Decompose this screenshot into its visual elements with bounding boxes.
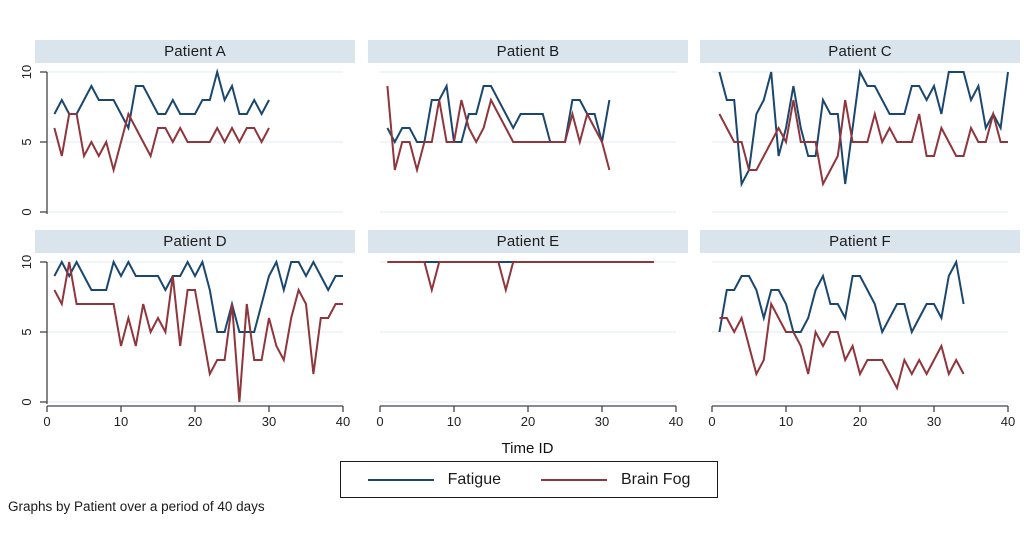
brain-fog-line xyxy=(53,111,270,174)
x-tick-label: 0 xyxy=(708,414,715,429)
x-tick-label: 10 xyxy=(779,414,793,429)
legend-label-brain-fog: Brain Fog xyxy=(621,470,691,488)
x-tick-label: 0 xyxy=(43,414,50,429)
panel-title-patient-f: Patient F xyxy=(700,230,1020,253)
plot-patient-a: 0 5 10 xyxy=(19,65,343,216)
x-tick-label: 20 xyxy=(188,414,202,429)
legend: Fatigue Brain Fog xyxy=(340,461,718,498)
panel-patient-e: Patient E 0 10 20 30 40 xyxy=(368,230,688,429)
x-tick-label: 40 xyxy=(1001,414,1015,429)
y-tick-label: 5 xyxy=(19,138,34,145)
panel-patient-a: Patient A 0 5 10 xyxy=(19,40,355,216)
x-tick-label: 40 xyxy=(669,414,683,429)
brain-fog-line xyxy=(719,300,965,391)
panel-patient-c: Patient C xyxy=(700,40,1020,216)
panel-patient-b: Patient B xyxy=(368,40,688,216)
panel-title-patient-a: Patient A xyxy=(35,40,355,63)
x-tick-label: 10 xyxy=(114,414,128,429)
panel-patient-f: Patient F 0 10 20 30 40 xyxy=(700,230,1020,429)
x-tick-label: 20 xyxy=(521,414,535,429)
panel-title-patient-c: Patient C xyxy=(700,40,1020,63)
legend-item-brain-fog: Brain Fog xyxy=(541,471,690,489)
x-tick-label: 10 xyxy=(447,414,461,429)
figure-caption: Graphs by Patient over a period of 40 da… xyxy=(8,499,265,514)
brain-fog-line xyxy=(718,99,1008,188)
plot-patient-c xyxy=(712,68,1009,213)
fatigue-line-sample xyxy=(367,478,434,481)
panel-title-patient-d: Patient D xyxy=(35,230,355,253)
y-tick-label: 0 xyxy=(19,208,34,215)
fatigue-line xyxy=(53,259,343,333)
legend-item-fatigue: Fatigue xyxy=(367,470,501,489)
x-axis-title: Time ID xyxy=(501,440,554,457)
x-tick-label: 20 xyxy=(853,414,867,429)
x-tick-label: 30 xyxy=(595,414,609,429)
x-tick-label: 40 xyxy=(336,414,350,429)
brain-fog-line-sample xyxy=(541,478,607,481)
legend-label-fatigue: Fatigue xyxy=(447,470,501,488)
panel-patient-d: Patient D 0 5 10 0 10 20 30 40 xyxy=(19,230,355,429)
x-tick-label: 30 xyxy=(262,414,276,429)
plot-patient-d: 0 5 10 0 10 20 30 40 xyxy=(19,255,350,429)
brain-fog-line xyxy=(386,85,611,174)
y-tick-label: 5 xyxy=(19,328,34,335)
x-tick-label: 0 xyxy=(376,414,383,429)
fatigue-line xyxy=(718,258,965,335)
fatigue-line xyxy=(718,68,1009,188)
y-tick-label: 10 xyxy=(19,255,34,269)
brain-fog-line xyxy=(387,261,654,294)
x-tick-label: 30 xyxy=(927,414,941,429)
panel-title-patient-e: Patient E xyxy=(368,230,688,253)
brain-fog-line xyxy=(53,261,343,403)
plot-patient-f: 0 10 20 30 40 xyxy=(708,258,1015,429)
fatigue-line xyxy=(53,68,270,132)
plot-patient-b xyxy=(380,71,676,213)
y-tick-label: 10 xyxy=(19,65,34,79)
y-tick-label: 0 xyxy=(19,398,34,405)
panel-title-patient-b: Patient B xyxy=(368,40,688,63)
plot-patient-e: 0 10 20 30 40 xyxy=(376,261,683,429)
